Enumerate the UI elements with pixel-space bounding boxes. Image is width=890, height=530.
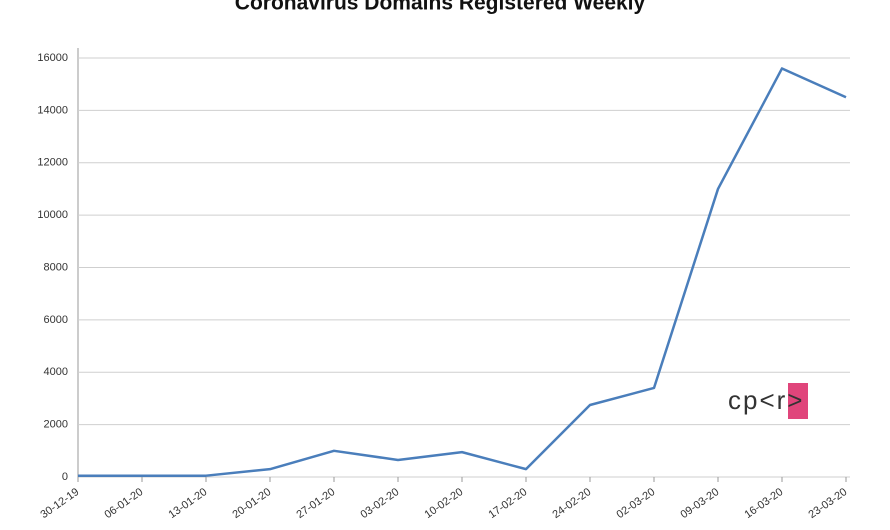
x-tick-label: 02-03-20 [614,486,657,521]
x-tick-label: 30-12-19 [38,486,81,521]
y-tick-label: 8000 [44,261,68,273]
y-tick-label: 16000 [37,52,68,64]
x-tick-label: 03-02-20 [358,486,401,521]
y-tick-label: 2000 [44,419,68,431]
x-tick-label: 09-03-20 [678,486,721,521]
x-tick-label: 23-03-20 [806,486,849,521]
logo-highlight [788,383,808,419]
logo: cp<r> [728,385,805,415]
y-tick-label: 6000 [44,314,68,326]
chart-title: Coronavirus Domains Registered Weekly [235,0,646,15]
y-tick-label: 12000 [37,157,68,169]
x-tick-label: 13-01-20 [166,486,209,521]
x-tick-label: 16-03-20 [742,486,785,521]
x-tick-label: 17-02-20 [486,486,529,521]
y-tick-label: 14000 [37,104,68,116]
y-tick-label: 10000 [37,209,68,221]
x-tick-label: 27-01-20 [294,486,337,521]
x-tick-label: 10-02-20 [422,486,465,521]
x-tick-label: 06-01-20 [102,486,145,521]
series-line [78,67,847,477]
x-tick-label: 20-01-20 [230,486,273,521]
y-tick-label: 0 [62,471,68,483]
y-tick-label: 4000 [44,366,68,378]
x-tick-label: 24-02-20 [550,486,593,521]
